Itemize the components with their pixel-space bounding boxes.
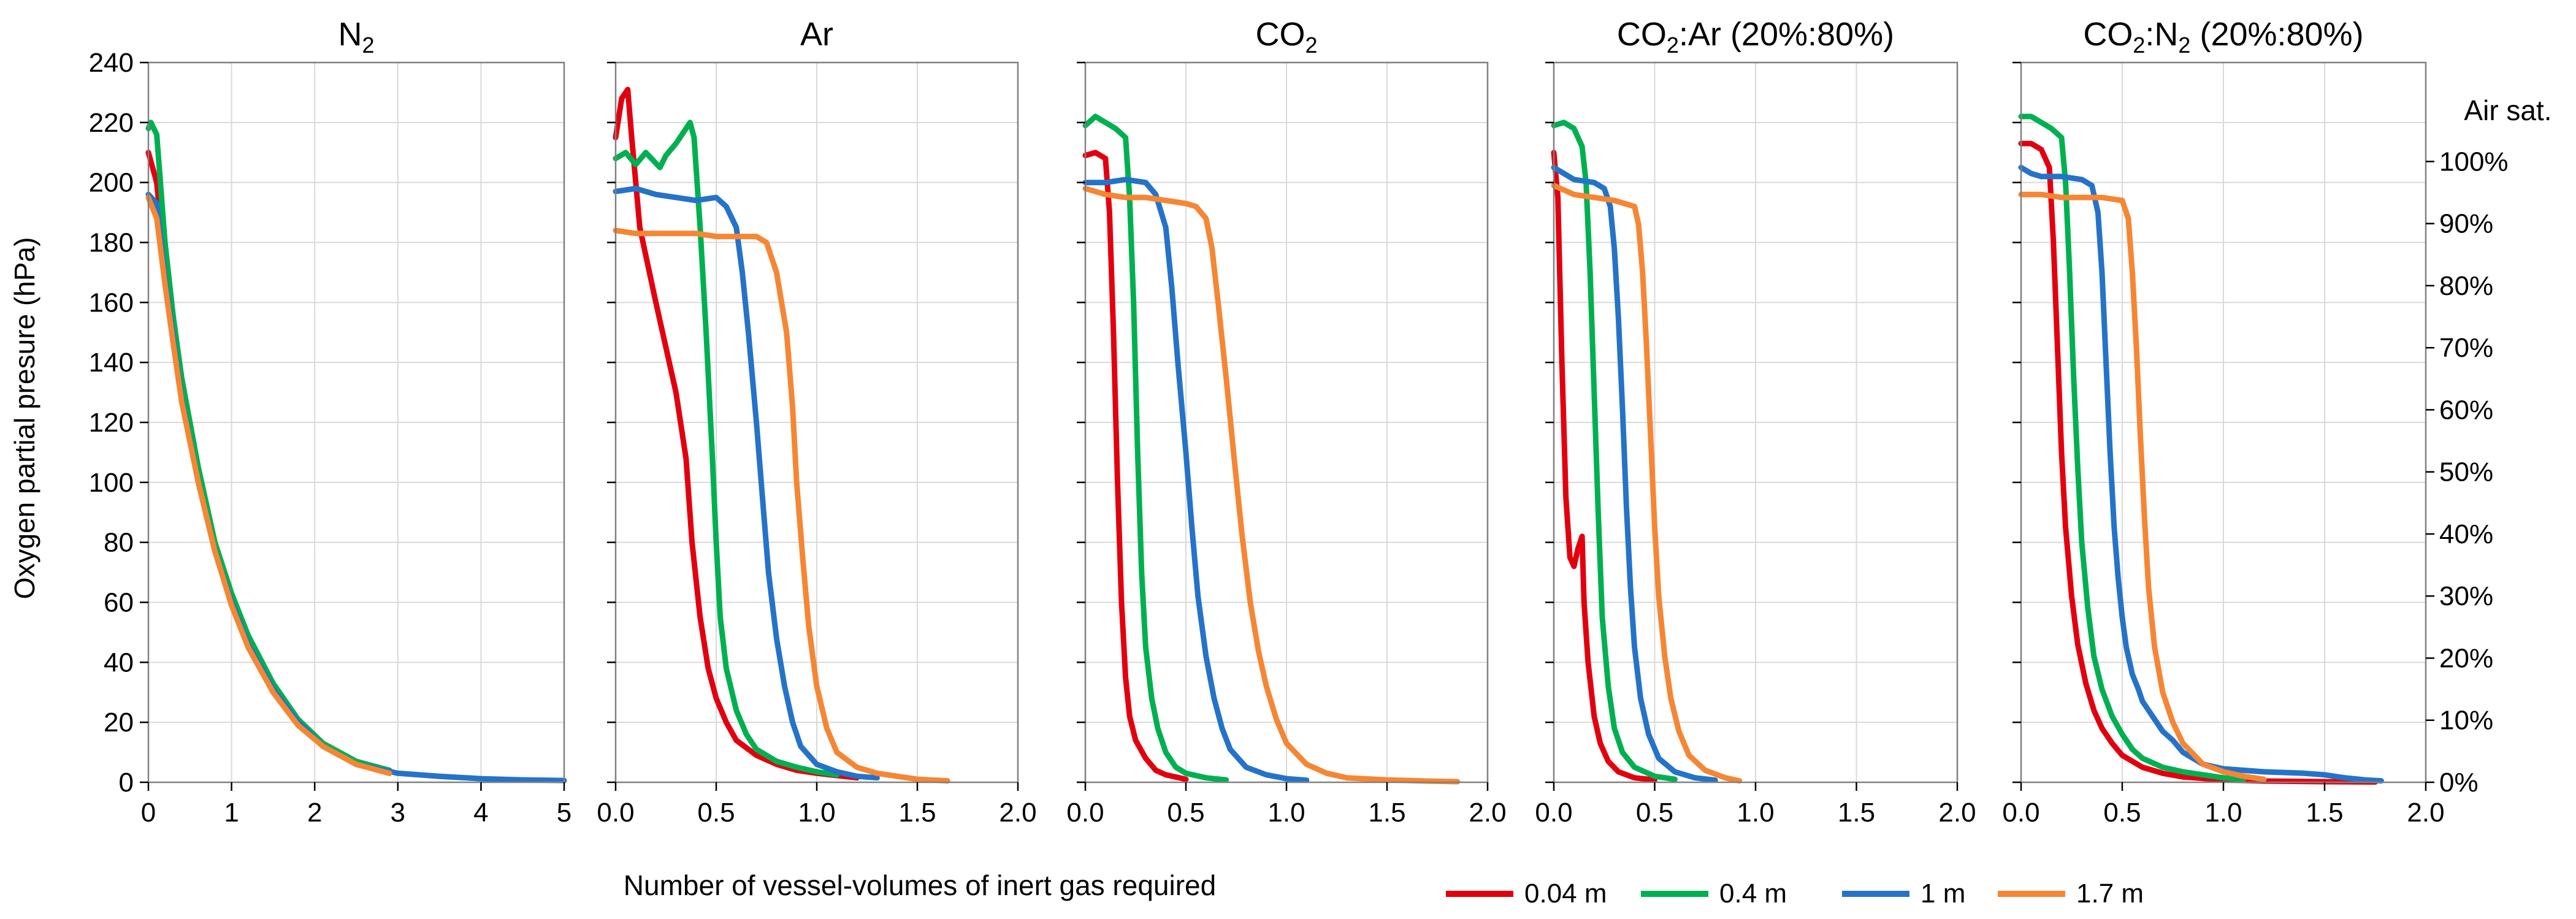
x-tick-label: 0.5 (1636, 798, 1673, 828)
series-line-0-4-m (1082, 113, 1229, 783)
x-tick-label: 1 (224, 798, 239, 828)
right-y-tick-label: 30% (2439, 581, 2493, 611)
series-line-1-m (613, 186, 880, 781)
x-tick-label: 0.0 (1535, 798, 1572, 828)
x-tick-label: 1.5 (898, 798, 936, 828)
x-axis-title: Number of vessel-volumes of inert gas re… (624, 869, 1216, 901)
x-tick-label: 0.5 (1167, 798, 1204, 828)
series-line-1-m (145, 191, 567, 784)
x-tick-label: 1.0 (798, 798, 835, 828)
right-y-tick-label: 10% (2439, 706, 2493, 736)
series-line-1-7-m (1082, 186, 1461, 785)
x-tick-label: 2.0 (2407, 798, 2444, 828)
series-line-1-m (1551, 164, 1718, 784)
x-tick-label: 2.0 (1469, 798, 1506, 828)
x-tick-label: 5 (557, 798, 571, 828)
y-tick-label: 220 (89, 108, 134, 138)
panel-title: N2​ (338, 16, 374, 58)
x-tick-label: 4 (473, 798, 488, 828)
right-y-tick-label: 60% (2439, 395, 2493, 425)
x-tick-label: 0 (141, 798, 156, 828)
series-line-0-04-m (2018, 140, 2378, 785)
x-tick-label: 1.0 (1267, 798, 1305, 828)
series-line-1-7-m (145, 194, 392, 776)
right-y-tick-label: 100% (2439, 147, 2509, 177)
series-line-0-4-m (145, 120, 392, 773)
right-y-tick-label: 80% (2439, 271, 2493, 301)
right-axis-title: Air sat. (2464, 94, 2551, 126)
x-tick-label: 0.5 (697, 798, 735, 828)
y-tick-label: 160 (89, 288, 134, 318)
series-line-0-04-m (1551, 150, 1657, 783)
right-y-tick-label: 90% (2439, 209, 2493, 239)
series-line-0-4-m (1551, 120, 1678, 782)
x-tick-label: 3 (391, 798, 405, 828)
panel-title: CO2​:Ar (20%:80%) (1617, 16, 1894, 58)
series-line-1-m (1082, 177, 1310, 784)
right-y-tick-label: 70% (2439, 333, 2493, 363)
panel-title: CO2​:N2​ (20%:80%) (2083, 16, 2363, 58)
series-line-1-7-m (1551, 183, 1743, 784)
panel-5: 0.0 0.5 1.0 1.5 2.0 CO2​:N2​ (20%:80%) (2002, 16, 2444, 828)
chart-panels: 0 20 40 60 80 100 120 140 160 180 200 220 240 0 1 2 3 4 5 N… (89, 16, 2509, 828)
y-tick-label: 180 (89, 228, 134, 258)
x-tick-label: 1.0 (1737, 798, 1774, 828)
x-tick-label: 0.5 (2103, 798, 2141, 828)
x-tick-label: 2.0 (1938, 798, 1976, 828)
y-tick-label: 140 (89, 348, 134, 378)
series-line-1-m (2018, 164, 2384, 784)
y-tick-label: 240 (89, 48, 134, 78)
x-tick-label: 2 (307, 798, 322, 828)
series-line-1-7-m (613, 227, 950, 784)
legend-label: 1 m (1921, 879, 1965, 909)
panel-title: Ar (800, 16, 833, 53)
y-tick-label: 40 (104, 647, 134, 677)
legend: 0.04 m 0.4 m 1 m 1.7 m (1446, 879, 2144, 909)
y-tick-label: 120 (89, 408, 134, 438)
panel-4: 0.0 0.5 1.0 1.5 2.0 CO2​:Ar (20%:80%) (1535, 16, 1976, 828)
series-line-1-7-m (2018, 191, 2267, 782)
series-line-0-04-m (613, 86, 860, 781)
legend-label: 0.04 m (1524, 879, 1607, 909)
x-tick-label: 0.0 (1066, 798, 1104, 828)
series-line-0-4-m (613, 120, 840, 778)
right-y-tick-label: 0% (2439, 768, 2479, 798)
y-tick-label: 80 (104, 528, 134, 558)
x-tick-label: 2.0 (999, 798, 1036, 828)
right-axis: 0% 10% 20% 30% 40% 50% 60% 70% 80% 90% 100% (2426, 147, 2509, 798)
x-tick-label: 1.0 (2204, 798, 2242, 828)
right-y-tick-label: 40% (2439, 519, 2493, 549)
x-tick-label: 0.0 (2002, 798, 2039, 828)
panel-3: 0.0 0.5 1.0 1.5 2.0 CO2​ (1066, 16, 1506, 828)
x-tick-label: 0.0 (597, 798, 634, 828)
panel-title: CO2​ (1255, 16, 1317, 58)
series-line-0-4-m (2018, 113, 2247, 782)
legend-label: 0.4 m (1719, 879, 1787, 909)
y-tick-label: 60 (104, 588, 134, 618)
y-tick-label: 0 (119, 768, 134, 798)
x-tick-label: 1.5 (1368, 798, 1405, 828)
y-tick-label: 100 (89, 468, 134, 498)
y-tick-label: 20 (104, 707, 134, 738)
legend-label: 1.7 m (2076, 879, 2144, 909)
right-y-tick-label: 20% (2439, 643, 2493, 673)
panel-1: 0 20 40 60 80 100 120 140 160 180 200 220 240 0 1 2 3 4 5 N… (89, 16, 572, 828)
right-y-tick-label: 50% (2439, 457, 2493, 487)
panel-2: 0.0 0.5 1.0 1.5 2.0 Ar (597, 16, 1036, 828)
y-tick-label: 200 (89, 168, 134, 198)
x-tick-label: 1.5 (2306, 798, 2343, 828)
series-line-0-04-m (1082, 150, 1189, 782)
y-axis-title: Oxygen partial presure (hPa) (9, 237, 40, 600)
x-tick-label: 1.5 (1838, 798, 1875, 828)
